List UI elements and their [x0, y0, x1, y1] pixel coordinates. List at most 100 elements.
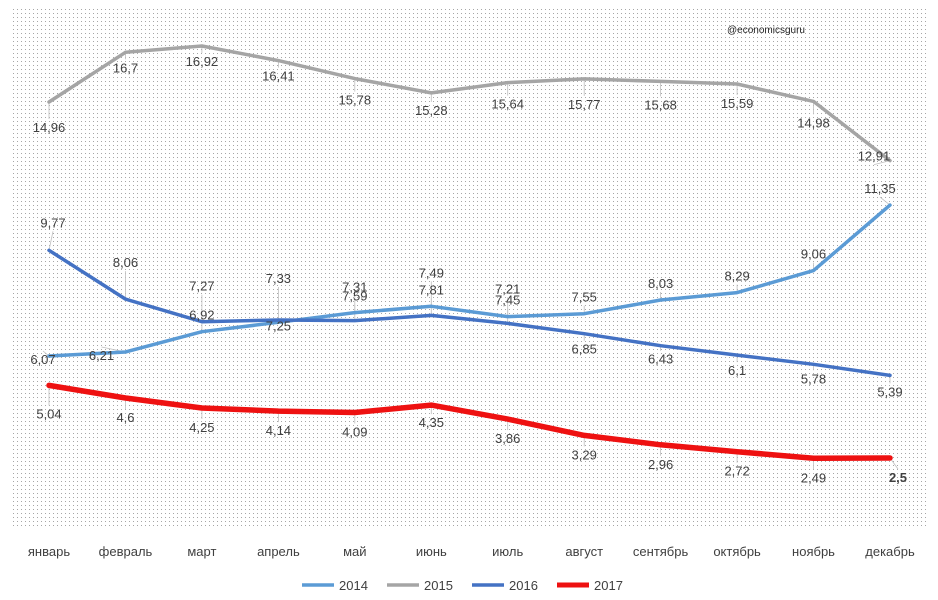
- series-line-2015: [47, 44, 892, 163]
- data-label-2017-9: 2,96: [648, 457, 673, 472]
- data-point-2015-10: [736, 83, 738, 85]
- data-label-2017-7: 3,86: [495, 431, 520, 446]
- data-label-2014-7: 7,45: [495, 293, 520, 308]
- data-label-2015-11: 14,98: [797, 115, 830, 130]
- data-point-2014-1: [48, 355, 50, 357]
- plot-area-background: [10, 8, 927, 528]
- data-label-2015-4: 16,41: [262, 69, 295, 84]
- legend-label-2015: 2015: [424, 578, 453, 593]
- data-point-2017-8: [583, 434, 585, 437]
- data-point-2015-7: [506, 81, 509, 84]
- data-point-2016-10: [736, 354, 738, 356]
- data-point-2016-11: [812, 363, 815, 366]
- legend: 2014 2015 2016 2017: [302, 578, 623, 593]
- data-label-2015-12: 12,91: [858, 149, 891, 164]
- data-label-2014-3: 6,92: [189, 308, 214, 323]
- x-tick-label-5: май: [343, 544, 366, 559]
- data-point-2016-1: [48, 249, 50, 252]
- data-point-2015-2: [124, 51, 127, 54]
- data-point-2017-7: [506, 418, 509, 420]
- data-label-2015-6: 15,28: [415, 103, 448, 118]
- data-label-2017-5: 4,09: [342, 425, 367, 440]
- data-label-2017-8: 3,29: [572, 447, 597, 462]
- x-tick-label-7: июль: [492, 544, 523, 559]
- watermark: @economicsguru: [727, 25, 805, 36]
- data-point-2017-10: [736, 450, 738, 453]
- data-label-2014-11: 9,06: [801, 247, 826, 262]
- data-point-2014-8: [583, 312, 585, 315]
- data-point-2016-3: [201, 320, 203, 323]
- data-point-2015-6: [430, 92, 433, 94]
- data-point-2014-9: [659, 299, 662, 301]
- series-line-2017: [46, 382, 893, 462]
- x-tick-label-12: декабрь: [865, 544, 915, 559]
- series-line-2014: [47, 203, 892, 358]
- data-point-2014-11: [812, 269, 815, 272]
- data-label-2015-3: 16,92: [186, 54, 219, 69]
- data-label-2015-5: 15,78: [339, 93, 372, 108]
- data-point-2015-1: [48, 101, 50, 103]
- data-point-2017-9: [659, 444, 662, 446]
- data-label-2017-1: 5,04: [36, 406, 61, 421]
- data-label-2015-8: 15,77: [568, 97, 601, 112]
- data-label-2015-1: 14,96: [33, 120, 66, 135]
- data-label-2017-3: 4,25: [189, 420, 214, 435]
- data-point-2014-5: [354, 311, 356, 314]
- data-label-2016-4: 7,33: [266, 271, 291, 286]
- data-label-2014-5: 7,59: [342, 289, 367, 304]
- data-point-2015-4: [277, 59, 280, 62]
- data-label-2017-10: 2,72: [724, 464, 749, 479]
- x-tick-label-4: апрель: [257, 544, 300, 559]
- data-label-2017-2: 4,6: [116, 410, 134, 425]
- data-point-2015-9: [659, 80, 662, 83]
- data-label-2014-2: 6,21: [89, 348, 114, 363]
- data-label-2016-7: 7,21: [495, 281, 520, 296]
- data-label-2017-4: 4,14: [266, 423, 291, 438]
- x-tick-label-3: март: [187, 544, 216, 559]
- data-point-2014-4: [277, 321, 280, 324]
- data-label-2015-10: 15,59: [721, 96, 754, 111]
- data-label-2016-12: 5,39: [877, 384, 902, 399]
- data-label-2014-1: 6,07: [30, 352, 55, 367]
- data-point-2015-5: [354, 77, 356, 80]
- series-line-2016: [47, 248, 892, 378]
- data-label-2016-2: 8,06: [113, 255, 138, 270]
- data-label-2014-12: 11,35: [864, 181, 896, 196]
- data-point-2015-3: [201, 45, 203, 47]
- data-label-2015-9: 15,68: [644, 97, 677, 112]
- data-label-2017-6: 4,35: [419, 415, 444, 430]
- leader-line-2015-12: [873, 160, 891, 165]
- x-tick-label-9: сентябрь: [633, 544, 689, 559]
- data-label-2016-3: 7,27: [189, 279, 214, 294]
- data-point-2014-2: [124, 351, 127, 353]
- data-labels: 6,07 6,21 6,92 7,25 7,59 7,81 7,45 7,55 8,03 8,29…: [30, 54, 907, 485]
- data-point-2016-5: [354, 319, 356, 322]
- data-point-2015-12: [889, 159, 891, 162]
- data-point-2014-12: [889, 204, 891, 206]
- data-label-2016-8: 6,85: [572, 342, 597, 357]
- leader-line-2016-1: [48, 231, 54, 251]
- data-label-2014-4: 7,25: [266, 318, 291, 333]
- data-point-2014-6: [430, 305, 433, 308]
- data-label-2016-9: 6,43: [648, 352, 673, 367]
- x-tick-label-8: август: [565, 544, 603, 559]
- data-label-2016-6: 7,49: [419, 265, 444, 280]
- data-point-2014-7: [506, 315, 509, 318]
- data-label-2014-9: 8,03: [648, 276, 673, 291]
- data-point-2016-9: [659, 344, 662, 347]
- legend-label-2014: 2014: [339, 578, 368, 593]
- leader-line-2014-12: [879, 196, 891, 206]
- data-point-2017-2: [124, 397, 127, 399]
- data-label-2017-12: 2,5: [889, 470, 907, 485]
- data-point-2016-7: [506, 322, 509, 325]
- data-point-2016-4: [277, 319, 280, 321]
- data-point-2017-1: [48, 384, 50, 387]
- data-point-2017-11: [812, 457, 815, 460]
- series-lines: [46, 44, 893, 462]
- x-tick-label-1: январь: [28, 544, 70, 559]
- x-axis-categories: январь февраль март апрель май июнь июль август…: [28, 544, 915, 559]
- x-tick-label-2: февраль: [99, 544, 153, 559]
- data-point-2017-3: [201, 407, 203, 409]
